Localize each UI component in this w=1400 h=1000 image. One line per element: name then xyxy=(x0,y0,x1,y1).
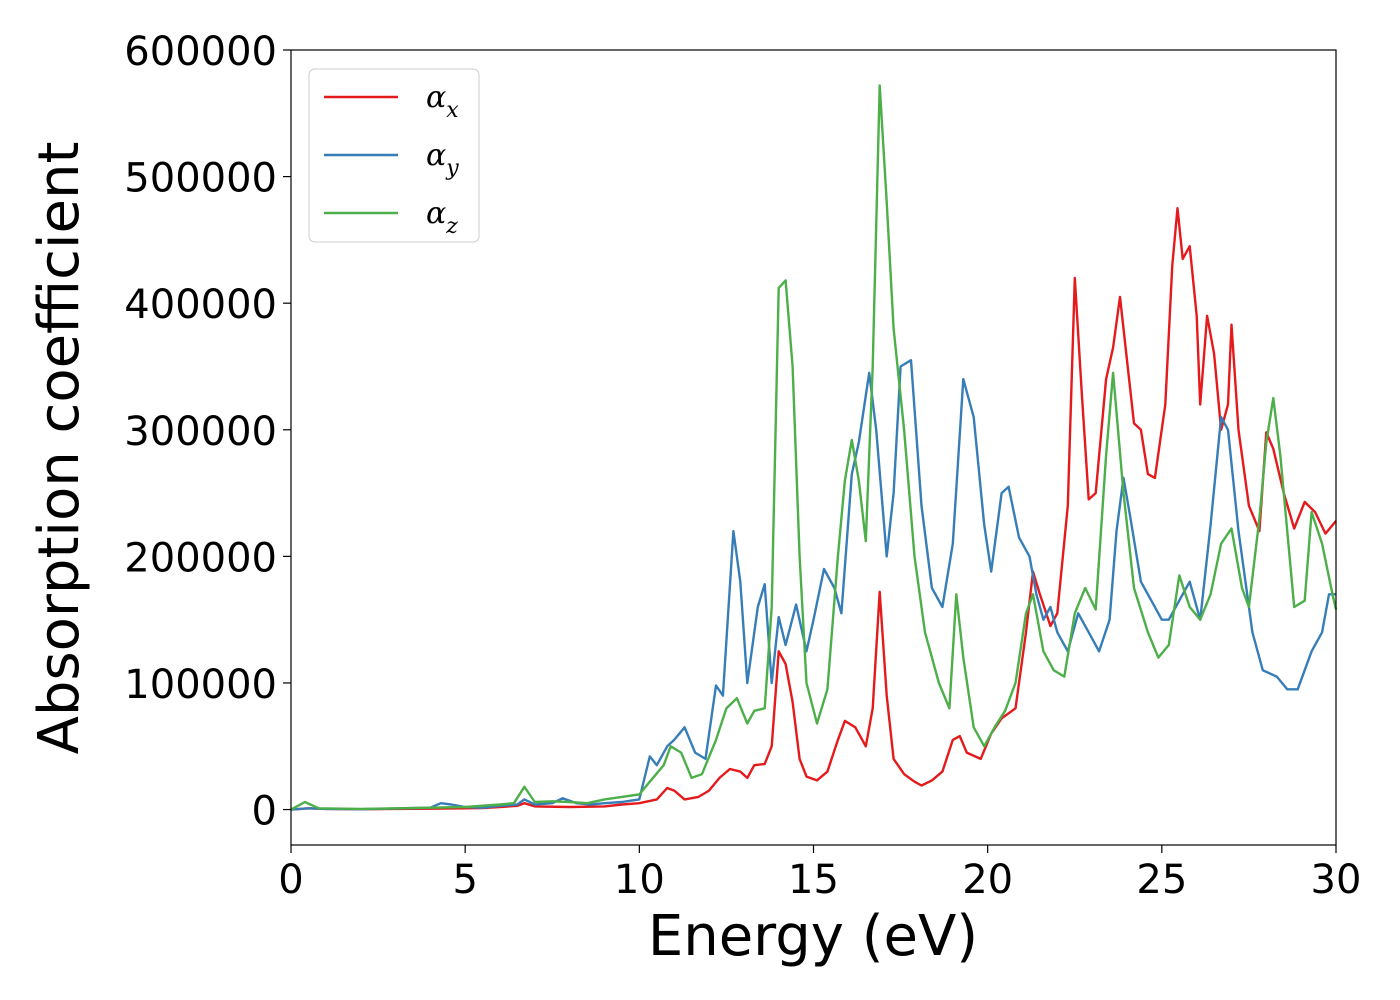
legend-label-y: αy xyxy=(426,138,459,181)
x-axis-label: Energy (eV) xyxy=(648,904,978,969)
x-tick-label: 10 xyxy=(614,857,665,903)
y-tick-label: 0 xyxy=(252,789,277,835)
y-tick-label: 500000 xyxy=(124,156,277,202)
series-line-x xyxy=(290,207,1337,811)
y-tick-label: 600000 xyxy=(124,29,277,75)
y-tick-label: 300000 xyxy=(124,409,277,455)
legend-label-z: αz xyxy=(426,196,458,239)
y-tick-label: 200000 xyxy=(124,535,277,581)
x-tick-label: 20 xyxy=(962,857,1013,903)
x-tick-label: 25 xyxy=(1136,857,1187,903)
x-tick-label: 5 xyxy=(452,857,477,903)
x-tick-label: 30 xyxy=(1311,857,1362,903)
x-tick-label: 0 xyxy=(278,857,303,903)
legend: αx αy αz xyxy=(308,68,480,243)
series-layer xyxy=(290,84,1338,811)
y-axis: 0 100000 200000 300000 400000 500000 600000 xyxy=(124,29,291,835)
series-line-z xyxy=(290,84,1338,811)
y-tick-label: 100000 xyxy=(124,662,277,708)
legend-label-x: αx xyxy=(426,80,459,123)
y-tick-label: 400000 xyxy=(124,282,277,328)
x-axis: 0 5 10 15 20 25 30 xyxy=(278,845,1361,903)
y-axis-label: Absorption coefficient xyxy=(27,142,92,755)
x-tick-label: 15 xyxy=(788,857,839,903)
